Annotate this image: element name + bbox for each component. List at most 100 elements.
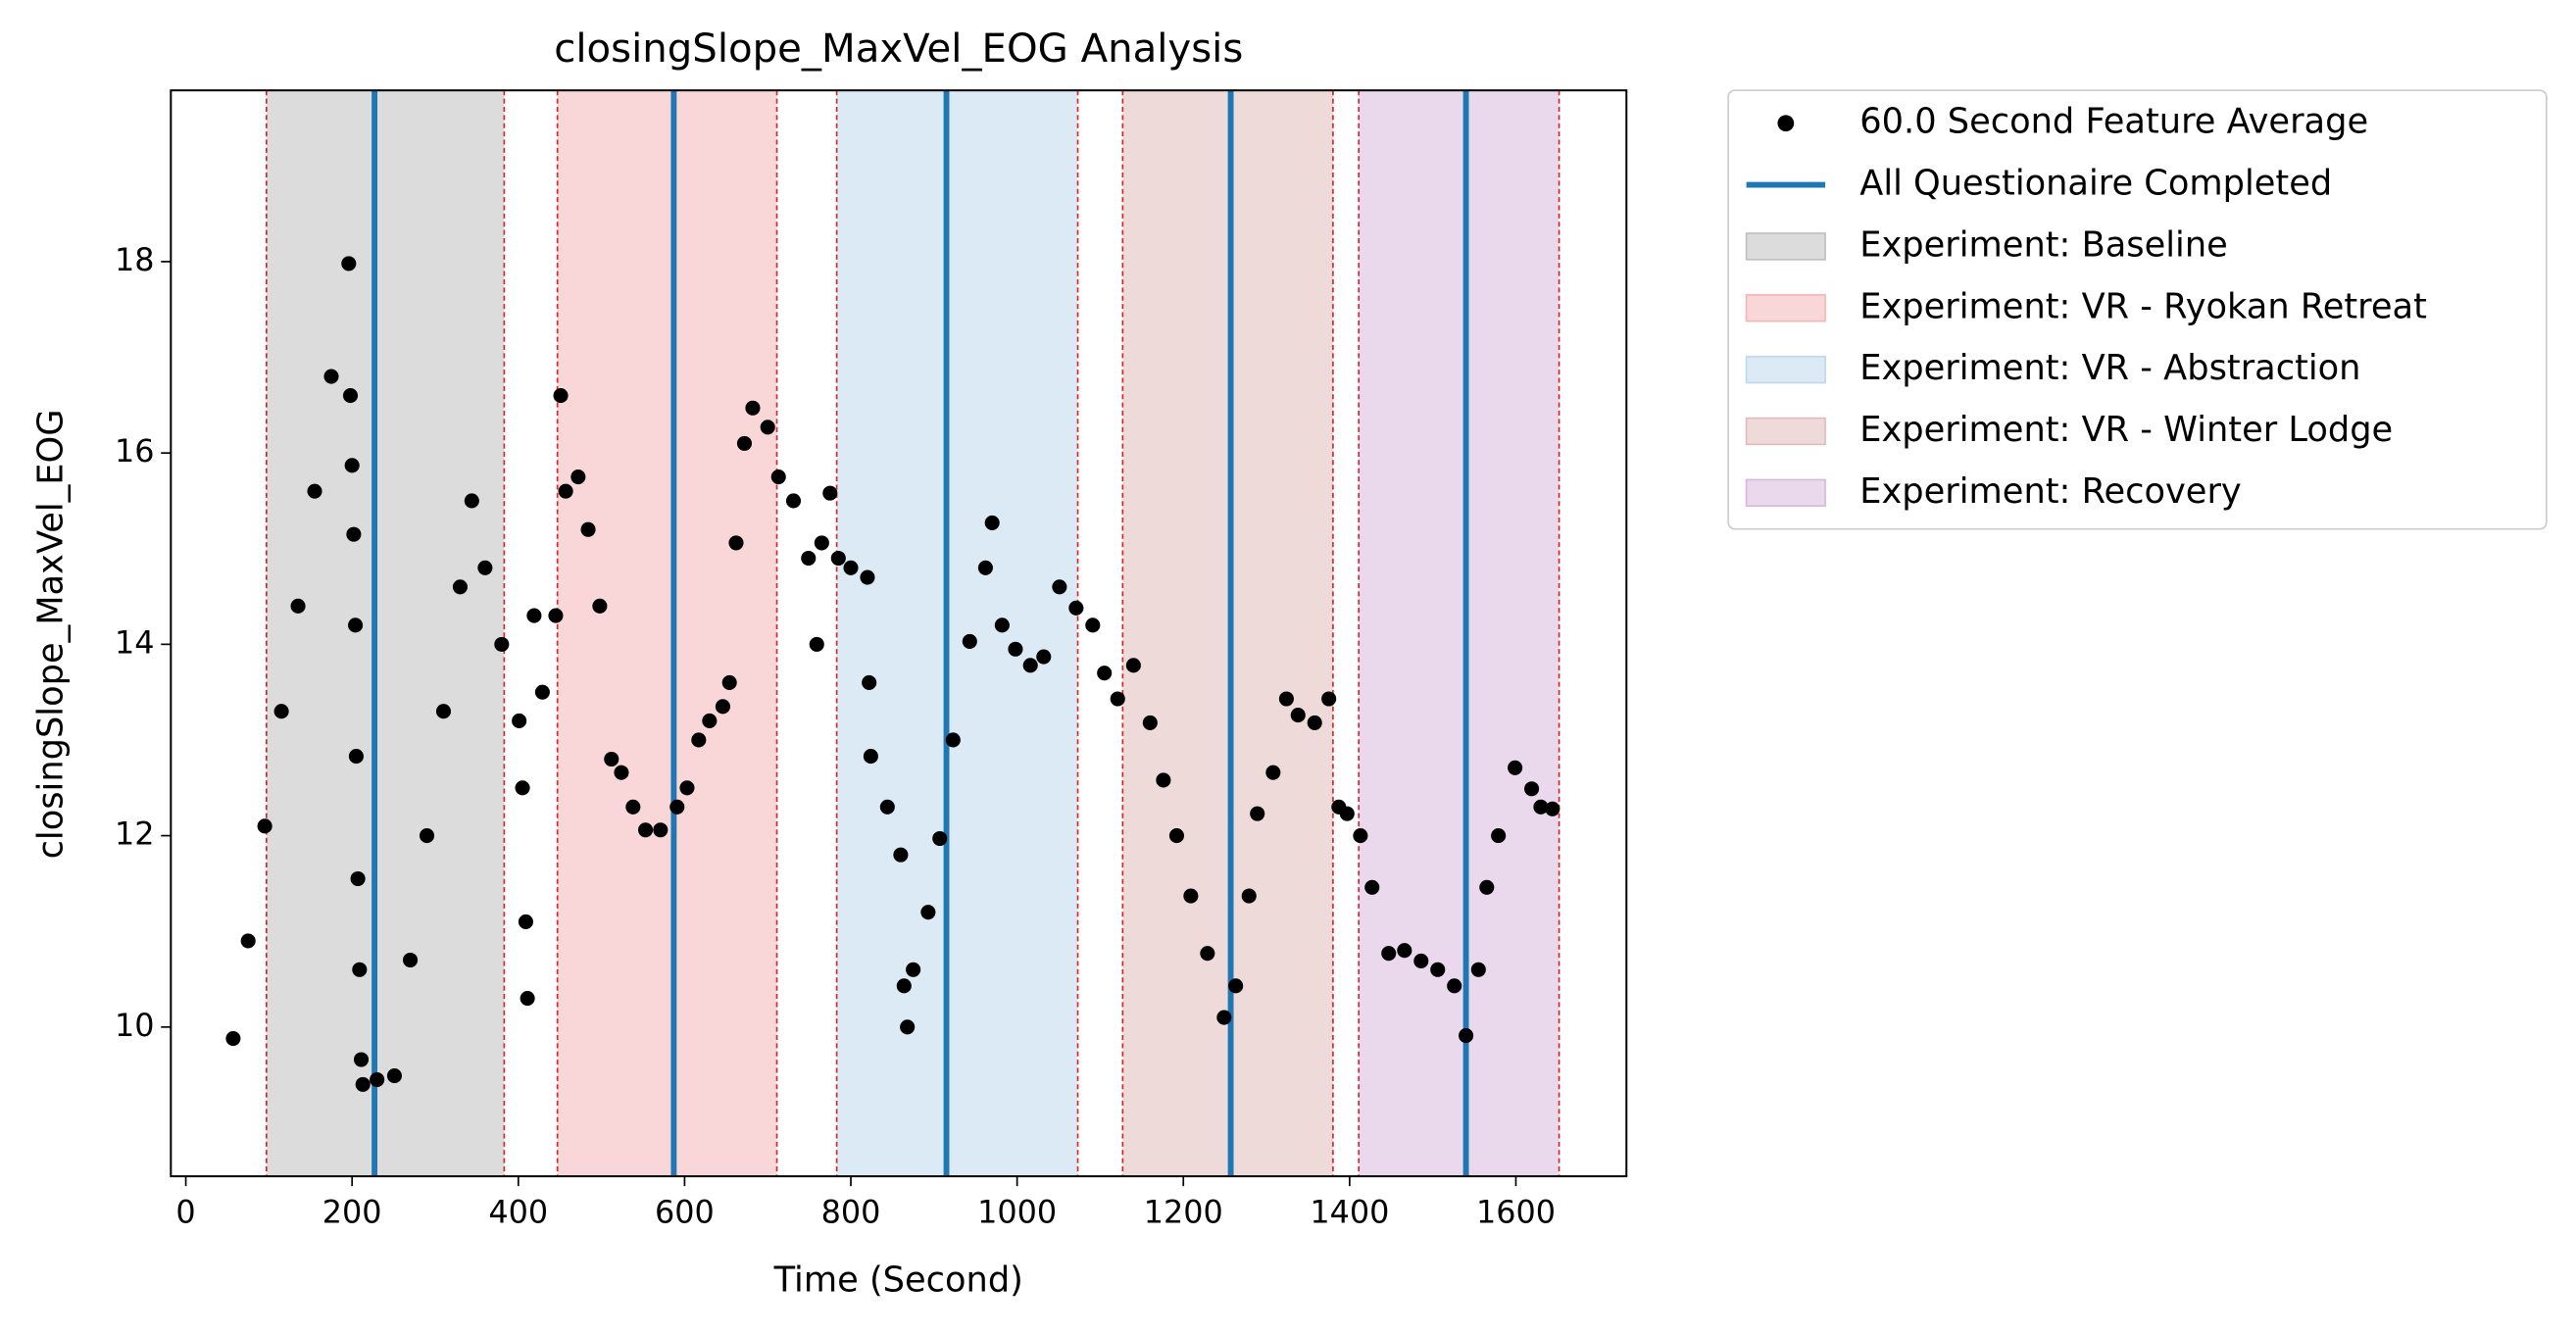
point	[1381, 946, 1397, 962]
point	[994, 618, 1010, 633]
point	[452, 579, 468, 595]
point	[906, 962, 921, 977]
point	[728, 535, 744, 551]
x-tick-label: 600	[655, 1194, 715, 1231]
point	[494, 636, 510, 652]
point	[592, 598, 608, 614]
legend-label: Experiment: VR - Winter Lodge	[1859, 410, 2393, 450]
point	[353, 1052, 370, 1067]
legend-patch	[1745, 232, 1826, 261]
point	[822, 485, 838, 501]
point	[290, 598, 306, 614]
point	[1097, 666, 1113, 681]
point	[515, 780, 530, 796]
point	[736, 435, 753, 451]
point	[1008, 641, 1023, 657]
point	[352, 962, 368, 977]
point	[307, 483, 322, 499]
span	[266, 90, 505, 1177]
point	[348, 618, 364, 633]
legend-label: Experiment: VR - Abstraction	[1859, 348, 2360, 388]
point	[1142, 715, 1158, 730]
legend-marker	[1777, 115, 1795, 132]
point	[945, 732, 961, 748]
point	[526, 608, 542, 623]
y-tick-label: 10	[115, 1007, 155, 1044]
point	[240, 933, 256, 949]
point	[669, 799, 685, 815]
point	[570, 469, 586, 485]
y-tick-label: 14	[115, 623, 155, 661]
point	[419, 828, 435, 844]
point	[403, 952, 419, 968]
point	[553, 388, 569, 404]
legend-patch	[1745, 294, 1826, 322]
point	[1110, 691, 1125, 707]
legend-label: All Questionaire Completed	[1859, 164, 2332, 204]
point	[580, 521, 596, 537]
y-axis-label: closingSlope_MaxVel_EOG	[31, 410, 72, 860]
point	[977, 560, 993, 575]
point	[1241, 888, 1257, 904]
point	[1545, 801, 1560, 816]
point	[1321, 691, 1337, 707]
point	[879, 799, 895, 815]
point	[1364, 879, 1380, 895]
point	[715, 699, 730, 715]
point	[1479, 879, 1495, 895]
point	[1533, 799, 1549, 815]
point	[862, 674, 877, 690]
point	[653, 822, 669, 838]
y-tick-label: 16	[115, 432, 155, 469]
legend-label: 60.0 Second Feature Average	[1859, 102, 2368, 142]
legend-label: Experiment: Recovery	[1859, 471, 2242, 512]
point	[341, 256, 357, 272]
point	[1085, 618, 1101, 633]
point	[464, 493, 479, 509]
point	[435, 704, 452, 719]
chart-title: closingSlope_MaxVel_EOG Analysis	[554, 26, 1243, 72]
point	[1413, 953, 1429, 969]
point	[1228, 978, 1244, 994]
plot-frame	[170, 89, 1628, 1178]
point	[760, 420, 775, 435]
point	[1183, 888, 1199, 904]
point	[355, 1076, 371, 1092]
x-tick-label: 1200	[1144, 1194, 1223, 1231]
point	[1508, 760, 1523, 775]
point	[257, 818, 272, 834]
point	[920, 905, 936, 920]
span	[1122, 90, 1333, 1177]
point	[1290, 708, 1306, 723]
legend-patch	[1745, 417, 1826, 446]
point	[1307, 715, 1322, 730]
x-tick-label: 200	[322, 1194, 382, 1231]
point	[350, 870, 366, 887]
point	[1036, 649, 1052, 665]
point	[1022, 658, 1038, 673]
legend-patch	[1745, 478, 1826, 508]
x-tick-label: 400	[488, 1194, 548, 1231]
legend-patch	[1745, 355, 1826, 384]
legend-label: Experiment: VR - Ryokan Retreat	[1859, 286, 2427, 326]
point	[721, 674, 737, 690]
point	[638, 822, 654, 838]
point	[984, 515, 1000, 530]
point	[558, 483, 573, 499]
point	[323, 369, 339, 384]
point	[1265, 765, 1281, 780]
point	[518, 914, 533, 929]
point	[900, 1019, 916, 1035]
point	[1052, 579, 1067, 595]
legend-label: Experiment: Baseline	[1859, 224, 2228, 265]
point	[625, 799, 641, 815]
point	[348, 749, 364, 765]
x-tick-label: 1400	[1310, 1194, 1389, 1231]
point	[520, 990, 535, 1007]
point	[745, 400, 761, 416]
point	[691, 732, 707, 748]
point	[1156, 772, 1171, 788]
y-tick-label: 18	[115, 241, 155, 278]
span	[557, 90, 777, 1177]
